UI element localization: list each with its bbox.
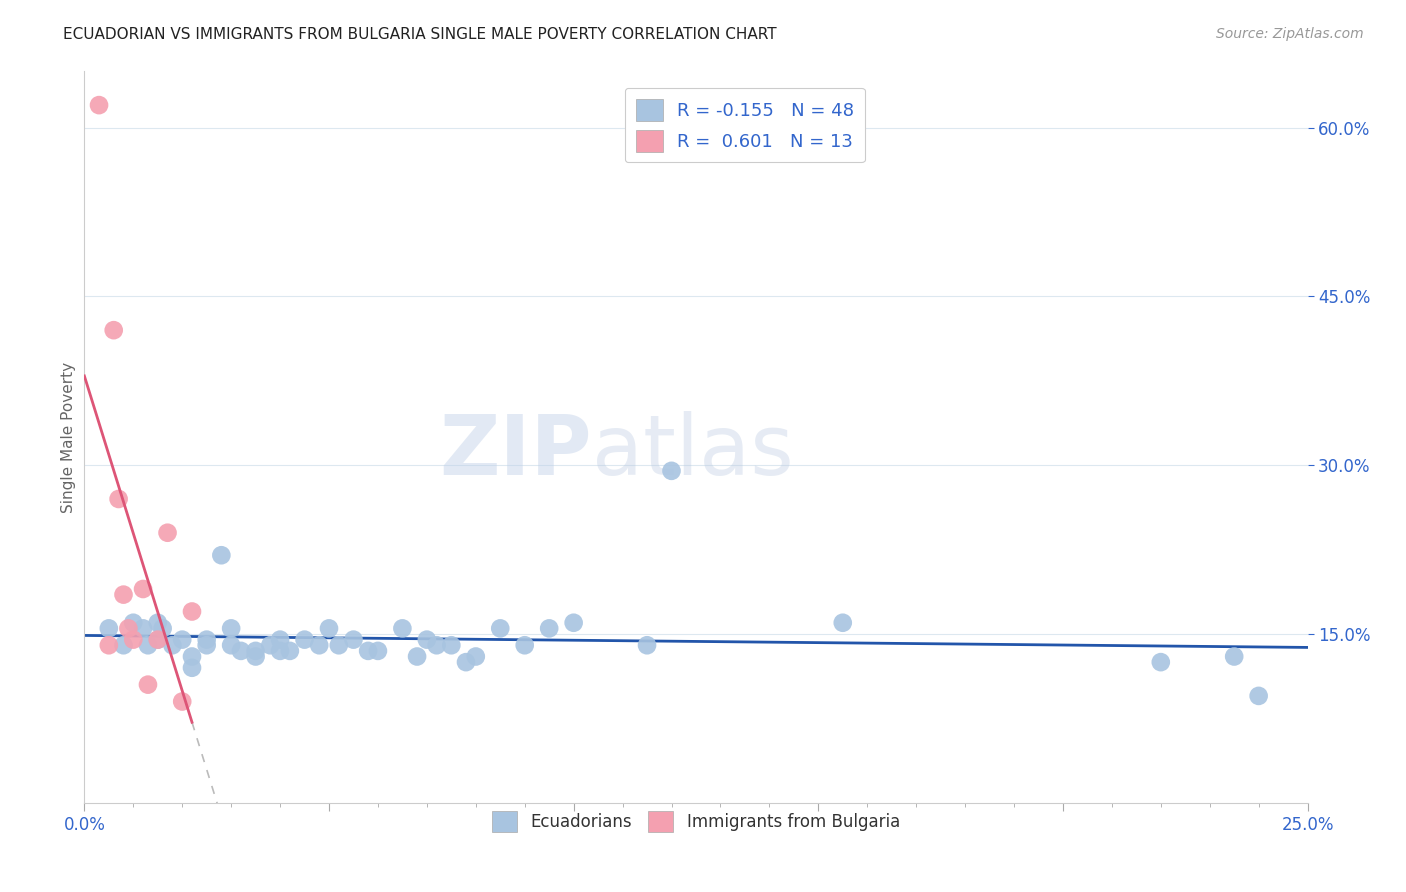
Point — [245, 649, 267, 664]
Point — [195, 638, 218, 652]
Point — [416, 632, 439, 647]
Point — [152, 621, 174, 635]
Point — [367, 644, 389, 658]
Point — [513, 638, 536, 652]
Point — [162, 638, 184, 652]
Point — [406, 649, 429, 664]
Point — [181, 605, 204, 619]
Point — [245, 644, 267, 658]
Point — [229, 644, 252, 658]
Point — [172, 694, 194, 708]
Point — [1150, 655, 1173, 669]
Point — [132, 582, 155, 596]
Point — [269, 644, 291, 658]
Point — [440, 638, 463, 652]
Point — [195, 632, 218, 647]
Point — [107, 491, 129, 506]
Point — [342, 632, 364, 647]
Point — [146, 615, 169, 630]
Point — [112, 588, 135, 602]
Point — [209, 548, 232, 562]
Point — [489, 621, 512, 635]
Point — [454, 655, 477, 669]
Point — [122, 632, 145, 647]
Point — [294, 632, 316, 647]
Point — [661, 464, 683, 478]
Point — [219, 638, 242, 652]
Point — [146, 632, 169, 647]
Point — [426, 638, 449, 652]
Text: Source: ZipAtlas.com: Source: ZipAtlas.com — [1216, 27, 1364, 41]
Point — [103, 323, 125, 337]
Point — [259, 638, 281, 652]
Point — [97, 621, 120, 635]
Point — [538, 621, 561, 635]
Point — [269, 632, 291, 647]
Point — [132, 621, 155, 635]
Point — [146, 632, 169, 647]
Point — [181, 649, 204, 664]
Point — [391, 621, 413, 635]
Point — [136, 638, 159, 652]
Point — [122, 615, 145, 630]
Point — [172, 632, 194, 647]
Point — [328, 638, 350, 652]
Point — [464, 649, 486, 664]
Point — [831, 615, 853, 630]
Point — [181, 661, 204, 675]
Legend: Ecuadorians, Immigrants from Bulgaria: Ecuadorians, Immigrants from Bulgaria — [485, 805, 907, 838]
Point — [357, 644, 380, 658]
Point — [219, 621, 242, 635]
Text: ECUADORIAN VS IMMIGRANTS FROM BULGARIA SINGLE MALE POVERTY CORRELATION CHART: ECUADORIAN VS IMMIGRANTS FROM BULGARIA S… — [63, 27, 778, 42]
Point — [278, 644, 301, 658]
Point — [87, 98, 110, 112]
Point — [136, 678, 159, 692]
Point — [117, 621, 139, 635]
Point — [318, 621, 340, 635]
Text: atlas: atlas — [592, 411, 794, 492]
Y-axis label: Single Male Poverty: Single Male Poverty — [60, 361, 76, 513]
Point — [1247, 689, 1270, 703]
Point — [112, 638, 135, 652]
Point — [156, 525, 179, 540]
Point — [1223, 649, 1246, 664]
Point — [636, 638, 658, 652]
Point — [97, 638, 120, 652]
Point — [308, 638, 330, 652]
Text: ZIP: ZIP — [440, 411, 592, 492]
Point — [562, 615, 585, 630]
